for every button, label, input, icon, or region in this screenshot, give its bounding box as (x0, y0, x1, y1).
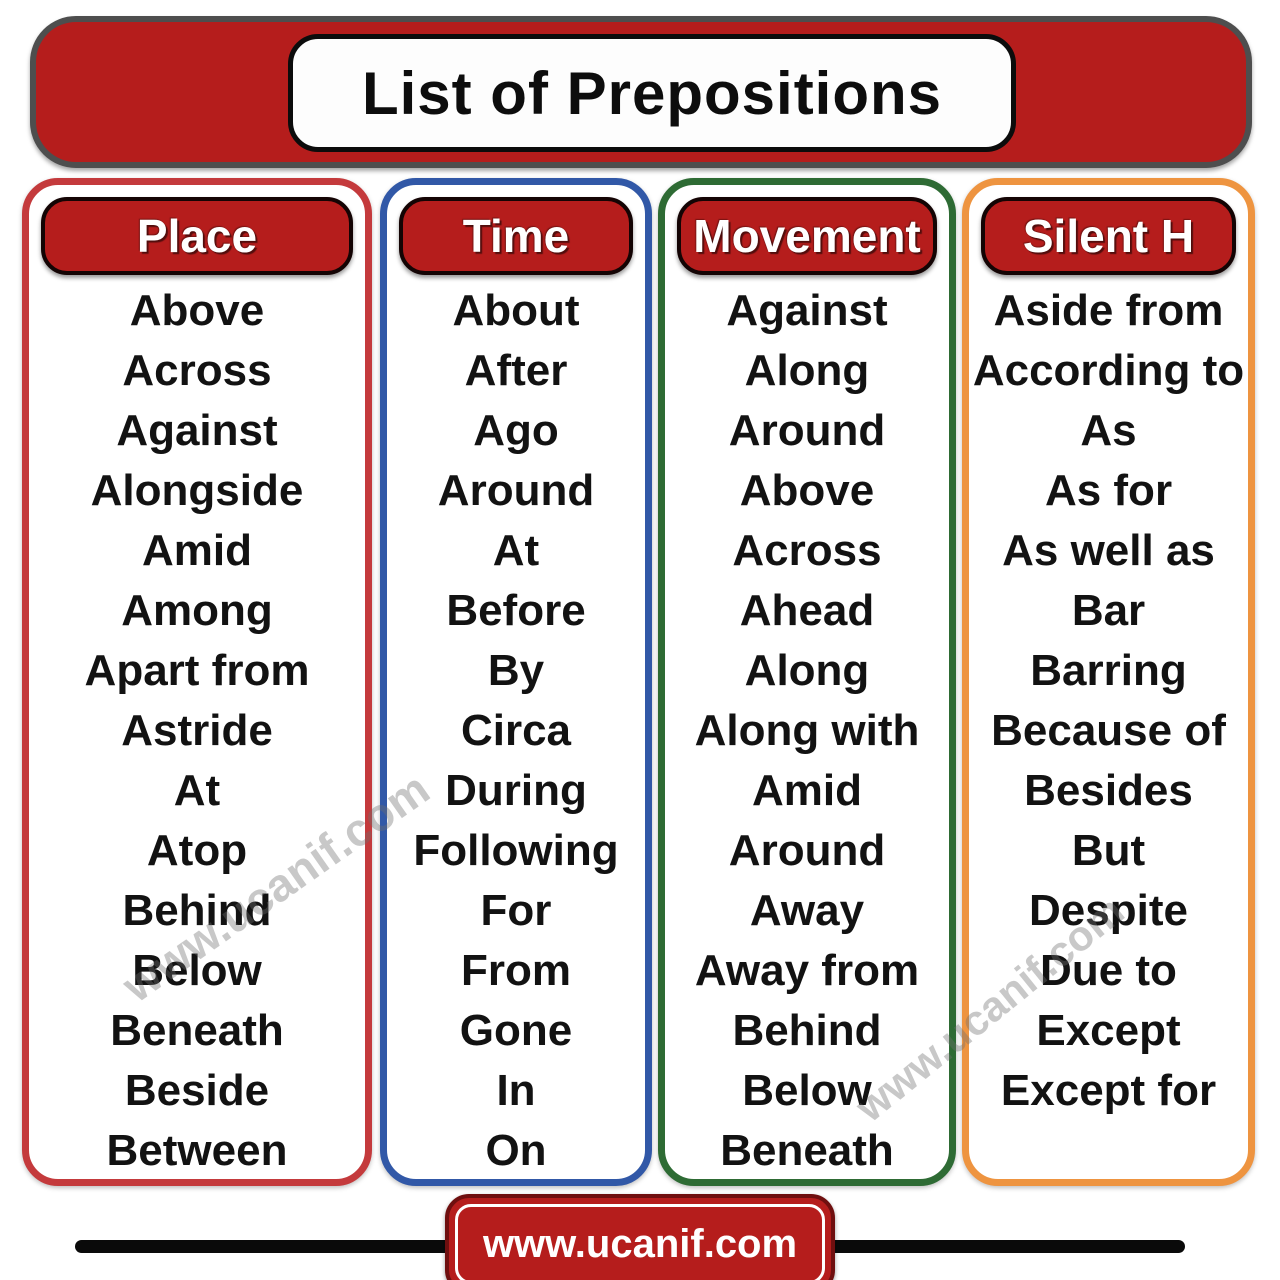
title-box: List of Prepositions (288, 34, 1016, 152)
list-item: Aside from (993, 286, 1224, 335)
column-header-silent-h: Silent H (981, 197, 1236, 275)
list-item: Besides (1024, 766, 1193, 815)
list-item: Alongside (90, 466, 304, 515)
list-item: But (1071, 826, 1146, 875)
list-item: Among (121, 586, 273, 635)
list-item: Apart from (84, 646, 310, 695)
list-item: On (485, 1126, 547, 1175)
list-item: Behind (122, 886, 272, 935)
list-item: Around (437, 466, 595, 515)
list-item: Barring (1030, 646, 1187, 695)
list-item: Around (728, 826, 886, 875)
list-item: Because of (991, 706, 1226, 755)
list-item: By (487, 646, 545, 695)
list-item: At (492, 526, 540, 575)
list-item: Gone (459, 1006, 573, 1055)
list-item: Across (732, 526, 882, 575)
list-item: Against (116, 406, 278, 455)
column-header-movement: Movement (677, 197, 937, 275)
list-item: Despite (1029, 886, 1188, 935)
column-items-place: Above Across Against Alongside Amid Among Apar… (29, 275, 365, 1181)
column-header-label: Movement (693, 210, 921, 262)
list-item: According to (972, 346, 1245, 395)
list-item: Due to (1040, 946, 1177, 995)
list-item: Following (413, 826, 619, 875)
list-item: Except for (1000, 1066, 1217, 1115)
list-item: Amid (142, 526, 252, 575)
column-movement: Movement Against Along Around Above Across Ah… (658, 178, 956, 1186)
column-items-silent-h: Aside from According to As As for As well as… (969, 275, 1248, 1121)
list-item: Beneath (720, 1126, 894, 1175)
list-item: As (1080, 406, 1137, 455)
list-item: Circa (460, 706, 572, 755)
list-item: Away (749, 886, 865, 935)
column-time: Time About After Ago Around At Before By Circa D… (380, 178, 652, 1186)
footer-badge: www.ucanif.com (445, 1194, 835, 1280)
list-item: Around (728, 406, 886, 455)
list-item: As well as (1002, 526, 1215, 575)
list-item: Above (739, 466, 875, 515)
page-title: List of Prepositions (361, 59, 943, 127)
column-header-time: Time (399, 197, 633, 275)
list-item: Away from (694, 946, 920, 995)
list-item: Ahead (739, 586, 875, 635)
footer-badge-inner: www.ucanif.com (455, 1204, 825, 1280)
list-item: Below (132, 946, 262, 995)
list-item: Along (744, 346, 870, 395)
list-item: Astride (121, 706, 273, 755)
list-item: At (173, 766, 221, 815)
column-header-place: Place (41, 197, 353, 275)
list-item: Across (122, 346, 272, 395)
list-item: Before (446, 586, 586, 635)
list-item: Amid (752, 766, 862, 815)
list-item: Between (106, 1126, 288, 1175)
list-item: After (464, 346, 568, 395)
list-item: Below (742, 1066, 872, 1115)
column-silent-h: Silent H Aside from According to As As for A… (962, 178, 1255, 1186)
column-header-label: Place (136, 210, 258, 262)
list-item: Beneath (110, 1006, 284, 1055)
list-item: For (480, 886, 552, 935)
title-banner: List of Prepositions (30, 16, 1252, 168)
list-item: Except (1036, 1006, 1181, 1055)
list-item: Bar (1071, 586, 1146, 635)
list-item: Beside (124, 1066, 270, 1115)
column-place: Place Above Across Against Alongside Amid Amo… (22, 178, 372, 1186)
list-item: Along (744, 646, 870, 695)
column-header-label: Silent H (1022, 210, 1195, 262)
column-items-movement: Against Along Around Above Across Ahead Along A… (665, 275, 949, 1181)
list-item: In (496, 1066, 536, 1115)
list-item: During (445, 766, 587, 815)
list-item: Against (726, 286, 888, 335)
preposition-columns: Place Above Across Against Alongside Amid Amo… (0, 178, 1280, 1186)
list-item: Ago (473, 406, 559, 455)
list-item: As for (1044, 466, 1173, 515)
footer-site-label: www.ucanif.com (482, 1221, 798, 1266)
list-item: Behind (732, 1006, 882, 1055)
list-item: Above (129, 286, 265, 335)
list-item: About (452, 286, 580, 335)
list-item: Atop (146, 826, 248, 875)
list-item: From (461, 946, 571, 995)
column-header-label: Time (462, 210, 570, 262)
column-items-time: About After Ago Around At Before By Circa During… (387, 275, 645, 1181)
list-item: Along with (694, 706, 920, 755)
